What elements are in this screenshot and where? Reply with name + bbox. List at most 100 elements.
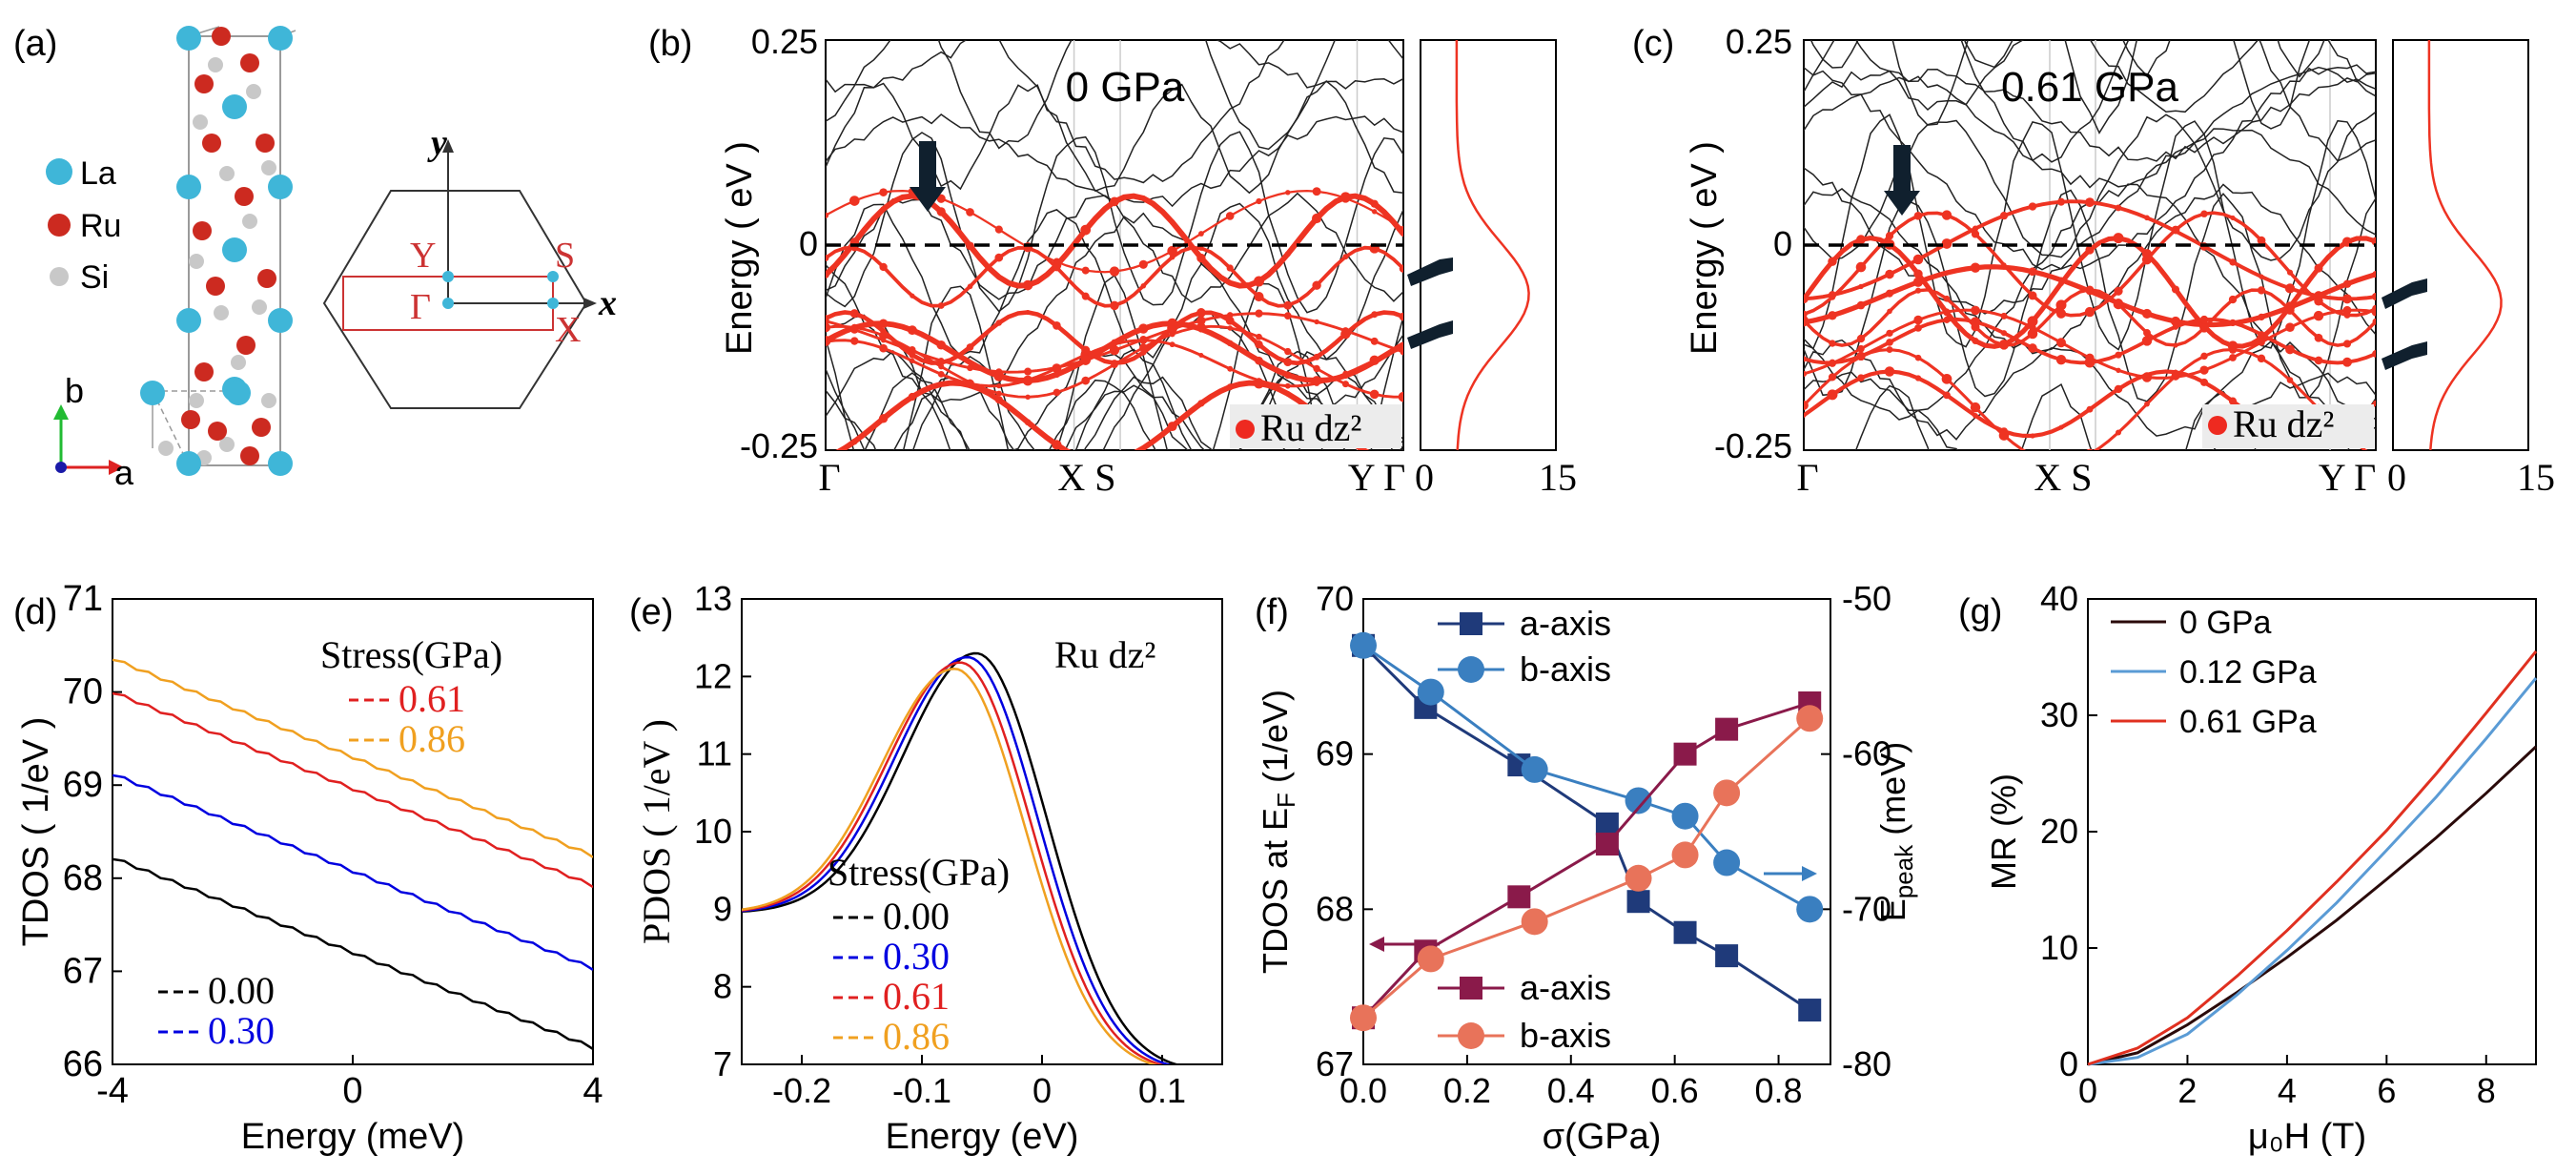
data-point-circle <box>1521 755 1548 783</box>
y-tick-label: 68 <box>63 858 103 898</box>
panel-b-dos-curve <box>1455 40 1530 451</box>
panel-c-legend: Ru dz² <box>2233 402 2334 445</box>
panel-c-ytick: -0.25 <box>1714 426 1792 465</box>
panel-d-ticks: -4 0 4 66 67 68 69 70 71 <box>63 579 603 1111</box>
y-tick-label: 67 <box>1316 1044 1354 1083</box>
ru-atom <box>194 74 214 93</box>
panel-c-side-arrow-icon <box>2382 278 2427 370</box>
panel-f-ylabel-sub: F <box>1272 793 1300 808</box>
si-atom <box>214 305 229 320</box>
si-atom <box>261 160 276 175</box>
y-tick-label: 11 <box>697 734 732 773</box>
bz-point-y: Y <box>410 236 436 276</box>
panel-c-ytick: 0 <box>1773 224 1792 263</box>
panel-b-yticks: 0.25 0 -0.25 <box>740 22 818 465</box>
y-tick-label: 70 <box>63 672 103 712</box>
legend-la: La <box>80 155 116 192</box>
x-tick-label: 0.6 <box>1651 1071 1699 1110</box>
la-atom <box>268 26 293 51</box>
x-tick-label: 0 <box>342 1071 362 1111</box>
data-point-circle <box>1350 631 1377 659</box>
x-tick-label: 0 <box>1032 1071 1052 1110</box>
ru-atom <box>208 422 227 441</box>
ru-atom <box>181 410 200 429</box>
panel-c-dos-frame <box>2392 39 2529 451</box>
x-tick-label: 0.4 <box>1547 1071 1595 1110</box>
panel-g-xlabel: μ₀H (T) <box>2248 1117 2366 1157</box>
ru-atom-icon <box>48 214 71 237</box>
x-tick-label: 0.8 <box>1755 1071 1803 1110</box>
panel-e-annotation: Ru dz² <box>1054 633 1155 676</box>
panel-e: (e) PDOS ( 1/eV ) Energy (eV) -0.2 -0.1 0 0… <box>629 579 1223 1157</box>
panel-f-legend-marker-square <box>1460 977 1482 1000</box>
panel-label-g: (g) <box>1958 592 2002 632</box>
y-tick-label: 13 <box>694 579 732 618</box>
la-atom <box>226 381 251 405</box>
panel-e-legend-title: Stress(GPa) <box>828 851 1010 894</box>
data-point-circle <box>1521 908 1548 936</box>
panel-d: (d) TDOS ( 1/eV ) Energy (meV) -4 0 4 66 67 6… <box>13 579 603 1157</box>
panel-label-e: (e) <box>629 592 673 632</box>
brillouin-zone: y x Y S Γ X <box>322 123 617 409</box>
y-tick-label: 20 <box>2040 812 2078 851</box>
y-tick-label: 10 <box>694 812 732 851</box>
legend-si: Si <box>80 259 109 296</box>
x-tick-label: 4 <box>2278 1071 2297 1110</box>
bz-point-x: X <box>555 310 581 350</box>
si-atom <box>252 299 267 315</box>
y-tick-label: 67 <box>63 951 103 991</box>
y-tick-label: 10 <box>2040 928 2078 967</box>
si-atom <box>189 254 204 269</box>
panel-b-title: 0 GPa <box>1066 64 1185 111</box>
y-tick-label: 12 <box>694 656 732 695</box>
data-point-circle <box>1796 896 1824 923</box>
panel-b: (b) Energy ( eV ) 0.25 0 -0.25 0 GPa Ru … <box>648 22 1577 499</box>
panel-f-ylabel-suffix: (1/eV) <box>1256 690 1295 793</box>
data-point-circle <box>1671 802 1699 830</box>
data-point-circle <box>1713 779 1741 807</box>
panel-b-kpoint: Γ <box>818 456 840 499</box>
panel-f: (f) TDOS at EF (1/eV) Epeak (meV) σ(GPa)… <box>1255 579 1918 1157</box>
data-point-circle <box>1350 1004 1377 1032</box>
panel-b-kpath: Γ X S Y Γ <box>818 456 1405 499</box>
y-tick-label: 0 <box>2059 1044 2078 1083</box>
panel-d-lines <box>112 658 593 1050</box>
panel-label-d: (d) <box>13 592 57 632</box>
si-atom <box>219 166 235 181</box>
data-point-square <box>1595 812 1619 835</box>
panel-c-ylabel: Energy ( eV ) <box>1685 141 1725 355</box>
tdos-line-0.86 <box>112 658 593 858</box>
panel-d-legend-title: Stress(GPa) <box>320 633 502 676</box>
panel-g-ticks: 0 2 4 6 8 0 10 20 30 40 <box>2040 579 2496 1110</box>
panel-d-legend-030: 0.30 <box>208 1009 275 1052</box>
panel-g-legend-061: 0.61 GPa <box>2179 704 2317 740</box>
la-atom <box>268 308 293 333</box>
panel-e-legend-061: 0.61 <box>883 975 950 1018</box>
panel-g-lines <box>2087 649 2538 1066</box>
la-atom-icon <box>46 158 72 185</box>
panel-e-xlabel: Energy (eV) <box>886 1117 1079 1157</box>
panel-g-legend-012: 0.12 GPa <box>2179 654 2317 691</box>
panel-label-f: (f) <box>1255 592 1289 632</box>
panel-b-kpoint: X S <box>1057 456 1115 499</box>
panel-b-kpoint: Y Γ <box>1348 456 1406 499</box>
y-tick-label: 71 <box>63 579 103 619</box>
panel-e-ticks: -0.2 -0.1 0 0.1 7 8 9 10 11 12 13 <box>694 579 1186 1110</box>
panel-c-bands <box>1804 40 2376 450</box>
panel-f-lines <box>1350 631 1824 1032</box>
panel-d-legend-086: 0.86 <box>399 717 465 760</box>
panel-e-legend-086: 0.86 <box>883 1015 950 1058</box>
panel-b-ytick: 0.25 <box>751 22 818 61</box>
y2-tick-label: -80 <box>1842 1044 1891 1083</box>
panel-c-kpath: Γ X S Y Γ <box>1796 456 2376 499</box>
panel-d-legend: 0.61 0.86 0.00 0.30 <box>158 677 465 1052</box>
legend-ru: Ru <box>80 208 121 244</box>
panel-b-ytick: 0 <box>799 224 818 263</box>
la-atom <box>176 175 201 199</box>
pdos-line-0.86 <box>742 667 1158 1064</box>
panel-c-title: 0.61 GPa <box>2001 64 2178 111</box>
tdos-line-0.30 <box>112 773 593 971</box>
ru-atom <box>236 336 256 355</box>
data-point-square <box>1715 717 1739 741</box>
panel-g: (g) MR (%) μ₀H (T) 0 2 4 6 8 0 10 20 30 40 0 GPa … <box>1958 579 2538 1157</box>
